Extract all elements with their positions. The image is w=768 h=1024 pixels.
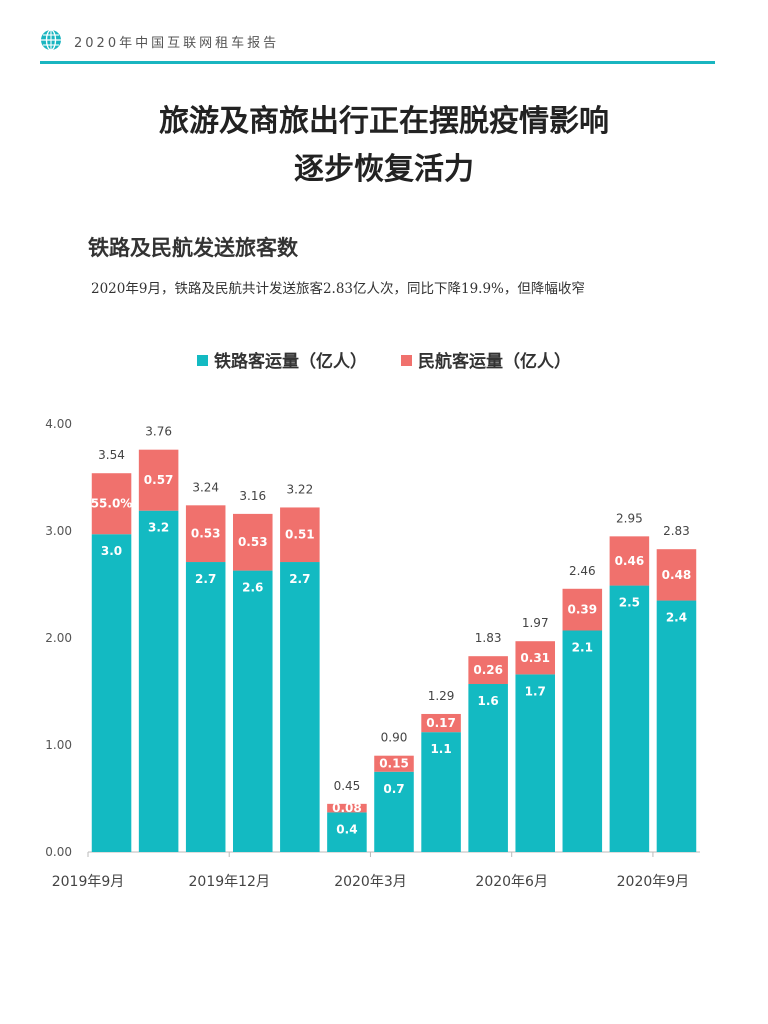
y-tick-label: 4.00: [45, 417, 72, 431]
bar-total-label: 2.95: [616, 511, 643, 525]
bar-rail: [468, 684, 508, 852]
bar-air: [609, 536, 650, 586]
bar-label-air: 0.51: [285, 528, 315, 542]
chart-subtitle: 2020年9月，铁路及民航共计发送旅客2.83亿人次，同比下降19.9%，但降幅…: [91, 281, 585, 297]
legend-label-air: 民航客运量（亿人）: [417, 352, 571, 372]
bar-rail: [185, 562, 226, 852]
report-header: 2020年中国互联网租车报告: [40, 28, 715, 64]
y-tick-label: 0.00: [45, 845, 72, 859]
legend-swatch-air: [400, 355, 412, 366]
globe-icon: [41, 29, 61, 51]
bar-rail: [562, 630, 603, 852]
bar-air: [374, 755, 414, 772]
bar-total-label: 3.54: [98, 448, 125, 462]
bar-total-label: 1.97: [522, 616, 549, 630]
chart-legend: 铁路客运量（亿人） 民航客运量（亿人）: [0, 347, 768, 372]
bar-rail: [374, 771, 414, 852]
bar-total-label: 3.24: [192, 480, 219, 494]
bar-label-air: 55.0%: [91, 497, 133, 511]
bar-total-label: 0.90: [381, 731, 408, 745]
y-tick-label: 1.00: [45, 738, 72, 752]
legend-swatch-rail: [197, 355, 209, 366]
bar-label-air: 0.15: [379, 757, 409, 771]
legend-label-rail: 铁路客运量（亿人）: [214, 352, 368, 372]
bar-rail: [91, 534, 132, 852]
bar-label-air: 0.48: [662, 568, 692, 582]
bar-rail: [138, 510, 179, 852]
bar-air: [280, 507, 320, 563]
report-title: 2020年中国互联网租车报告: [74, 36, 280, 51]
bar-rail: [656, 600, 697, 852]
bar-rail: [280, 562, 320, 852]
bar-label-air: 0.39: [568, 603, 598, 617]
bar-total-label: 2.46: [569, 564, 596, 578]
bar-total-label: 1.83: [475, 631, 502, 645]
bar-rail: [327, 812, 367, 852]
bar-label-rail: 2.1: [572, 641, 593, 655]
bar-total-label: 3.16: [239, 489, 266, 503]
bar-label-rail: 0.7: [383, 782, 404, 796]
section-title: 铁路及民航发送旅客数: [88, 236, 298, 260]
bar-label-rail: 2.4: [666, 611, 687, 625]
bar-label-air: 0.57: [144, 473, 174, 487]
main-title-line-2: 逐步恢复活力: [294, 152, 474, 187]
bar-label-air: 0.31: [520, 651, 550, 665]
bar-label-rail: 2.6: [242, 581, 263, 595]
bar-total-label: 3.76: [145, 425, 172, 439]
bar-label-rail: 3.2: [148, 521, 169, 535]
bar-air: [656, 549, 697, 601]
y-tick-label: 2.00: [45, 631, 72, 645]
bar-label-air: 0.08: [332, 801, 362, 815]
bar-rail: [421, 732, 461, 852]
bar-label-air: 0.53: [191, 527, 221, 541]
main-title-line-1: 旅游及商旅出行正在摆脱疫情影响: [159, 104, 609, 139]
bar-label-rail: 2.5: [619, 596, 640, 610]
bar-air: [232, 513, 273, 571]
bar-air: [327, 803, 367, 813]
bar-label-rail: 1.7: [525, 684, 546, 698]
legend-item-air: 民航客运量（亿人）: [400, 347, 571, 372]
y-tick-label: 3.00: [45, 524, 72, 538]
bar-air: [468, 656, 508, 685]
bar-label-rail: 1.1: [430, 742, 451, 756]
bar-rail: [609, 585, 650, 852]
x-tick-label: 2019年9月: [52, 874, 125, 890]
bar-label-rail: 2.7: [195, 572, 216, 586]
x-tick-label: 2020年6月: [475, 874, 548, 890]
x-tick-label: 2020年9月: [617, 874, 690, 890]
bar-label-air: 0.17: [426, 716, 456, 730]
bar-rail: [515, 674, 556, 852]
bar-label-air: 0.46: [615, 554, 645, 568]
main-title: 旅游及商旅出行正在摆脱疫情影响 逐步恢复活力: [0, 98, 768, 194]
bar-label-rail: 3.0: [101, 544, 122, 558]
bar-air: [91, 473, 132, 535]
bar-total-label: 2.83: [663, 524, 690, 538]
bar-air: [562, 588, 603, 631]
x-tick-label: 2020年3月: [334, 874, 407, 890]
bar-air: [185, 505, 226, 563]
bar-air: [138, 449, 179, 511]
bar-label-rail: 2.7: [289, 572, 310, 586]
bar-total-label: 3.22: [286, 482, 313, 496]
bar-total-label: 1.29: [428, 689, 455, 703]
x-tick-label: 2019年12月: [189, 874, 270, 890]
bar-label-air: 0.26: [473, 663, 503, 677]
bar-label-rail: 0.4: [336, 822, 357, 836]
bar-air: [515, 641, 556, 675]
legend-item-rail: 铁路客运量（亿人）: [197, 347, 367, 372]
bar-air: [421, 713, 461, 733]
header-divider: [40, 61, 715, 64]
bar-total-label: 0.45: [334, 779, 361, 793]
bar-label-rail: 1.6: [478, 694, 499, 708]
bar-rail: [232, 570, 273, 852]
bar-label-air: 0.53: [238, 535, 268, 549]
